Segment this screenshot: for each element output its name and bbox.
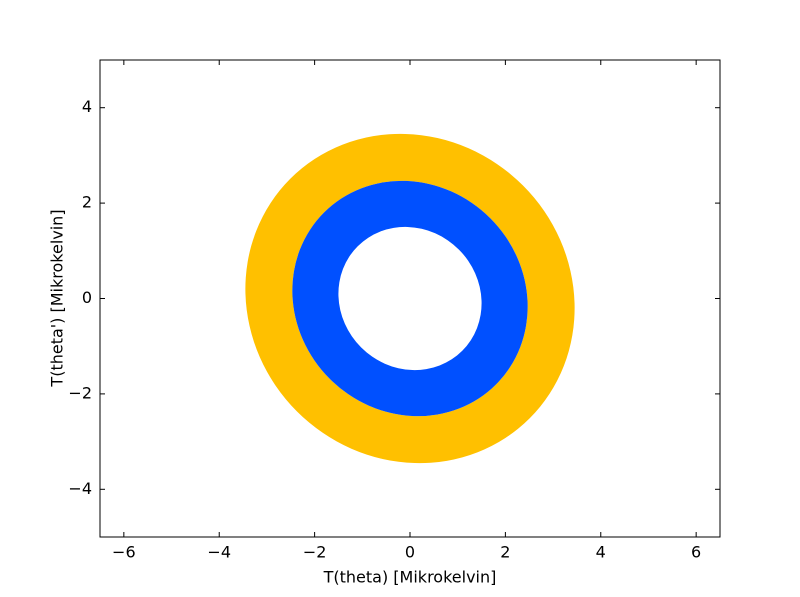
x-tick-label: 4 bbox=[596, 543, 606, 562]
x-tick-label: −4 bbox=[207, 543, 231, 562]
y-axis-label: T(theta') [Mikrokelvin] bbox=[48, 209, 67, 387]
x-axis-label: T(theta) [Mikrokelvin] bbox=[323, 568, 497, 587]
x-tick-label: −6 bbox=[112, 543, 136, 562]
axes-frame bbox=[99, 59, 721, 538]
plot-area bbox=[245, 133, 575, 464]
ring bbox=[292, 180, 528, 417]
x-tick-label: 2 bbox=[500, 543, 510, 562]
y-tick-label: −4 bbox=[68, 479, 92, 498]
y-tick-label: 2 bbox=[82, 193, 92, 212]
x-tick-label: 6 bbox=[691, 543, 701, 562]
x-tick-label: 0 bbox=[405, 543, 415, 562]
y-tick-label: 0 bbox=[82, 288, 92, 307]
x-tick-label: −2 bbox=[303, 543, 327, 562]
y-tick-label: 4 bbox=[82, 97, 92, 116]
y-tick-label: −2 bbox=[68, 383, 92, 402]
ring bbox=[245, 133, 575, 464]
